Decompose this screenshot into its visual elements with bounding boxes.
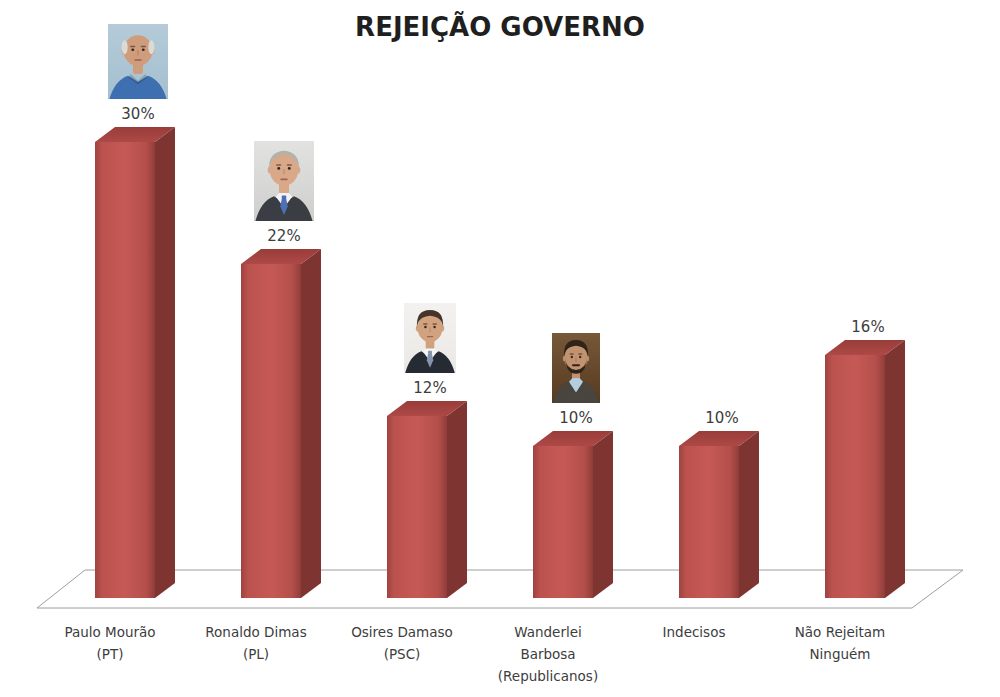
bar-2: [241, 249, 321, 598]
chart-page: REJEIÇÃO GOVERNO 30%Paulo Mourão(PT)22%R…: [0, 0, 1000, 697]
value-label-4: 10%: [541, 409, 611, 427]
category-label-5: Indecisos: [619, 621, 769, 643]
chart-floor: [37, 570, 963, 608]
category-label-3: Osires Damaso(PSC): [327, 621, 477, 665]
value-label-2: 22%: [249, 227, 319, 245]
bar-front-face: [533, 446, 593, 598]
candidate-photo-1: [108, 24, 168, 99]
category-label-1: Paulo Mourão(PT): [35, 621, 185, 665]
avatar-icon: [404, 303, 456, 373]
bar-front-face: [825, 355, 885, 598]
bar-1: [95, 127, 175, 598]
bar-side-face: [301, 249, 321, 598]
value-label-3: 12%: [395, 379, 465, 397]
bar-front-face: [679, 446, 739, 598]
avatar-icon: [254, 141, 314, 221]
category-label-line: Ninguém: [765, 643, 915, 665]
category-label-line: Não Rejeitam: [765, 621, 915, 643]
bar-side-face: [155, 127, 175, 598]
bar-side-face: [447, 401, 467, 598]
value-label-6: 16%: [833, 318, 903, 336]
bar-front-face: [387, 416, 447, 598]
bar-4: [533, 431, 613, 598]
category-label-line: Paulo Mourão: [35, 621, 185, 643]
candidate-photo-3: [404, 303, 456, 373]
bar-side-face: [885, 340, 905, 598]
avatar-icon: [552, 333, 600, 403]
category-label-4: WanderleiBarbosa(Republicanos): [473, 621, 623, 687]
avatar-icon: [108, 24, 168, 99]
bar-3: [387, 401, 467, 598]
category-label-line: (PL): [181, 643, 331, 665]
category-label-line: Wanderlei: [473, 621, 623, 643]
candidate-photo-4: [552, 333, 600, 403]
bar-side-face: [739, 431, 759, 598]
bar-5: [679, 431, 759, 598]
bar-6: [825, 340, 905, 598]
category-label-6: Não RejeitamNinguém: [765, 621, 915, 665]
bar-front-face: [241, 264, 301, 598]
category-label-line: (Republicanos): [473, 665, 623, 687]
category-label-line: Osires Damaso: [327, 621, 477, 643]
category-label-line: Barbosa: [473, 643, 623, 665]
bar-front-face: [95, 142, 155, 598]
category-label-line: Ronaldo Dimas: [181, 621, 331, 643]
category-label-2: Ronaldo Dimas(PL): [181, 621, 331, 665]
value-label-1: 30%: [103, 105, 173, 123]
category-label-line: Indecisos: [619, 621, 769, 643]
candidate-photo-2: [254, 141, 314, 221]
value-label-5: 10%: [687, 409, 757, 427]
category-label-line: (PT): [35, 643, 185, 665]
bar-side-face: [593, 431, 613, 598]
category-label-line: (PSC): [327, 643, 477, 665]
